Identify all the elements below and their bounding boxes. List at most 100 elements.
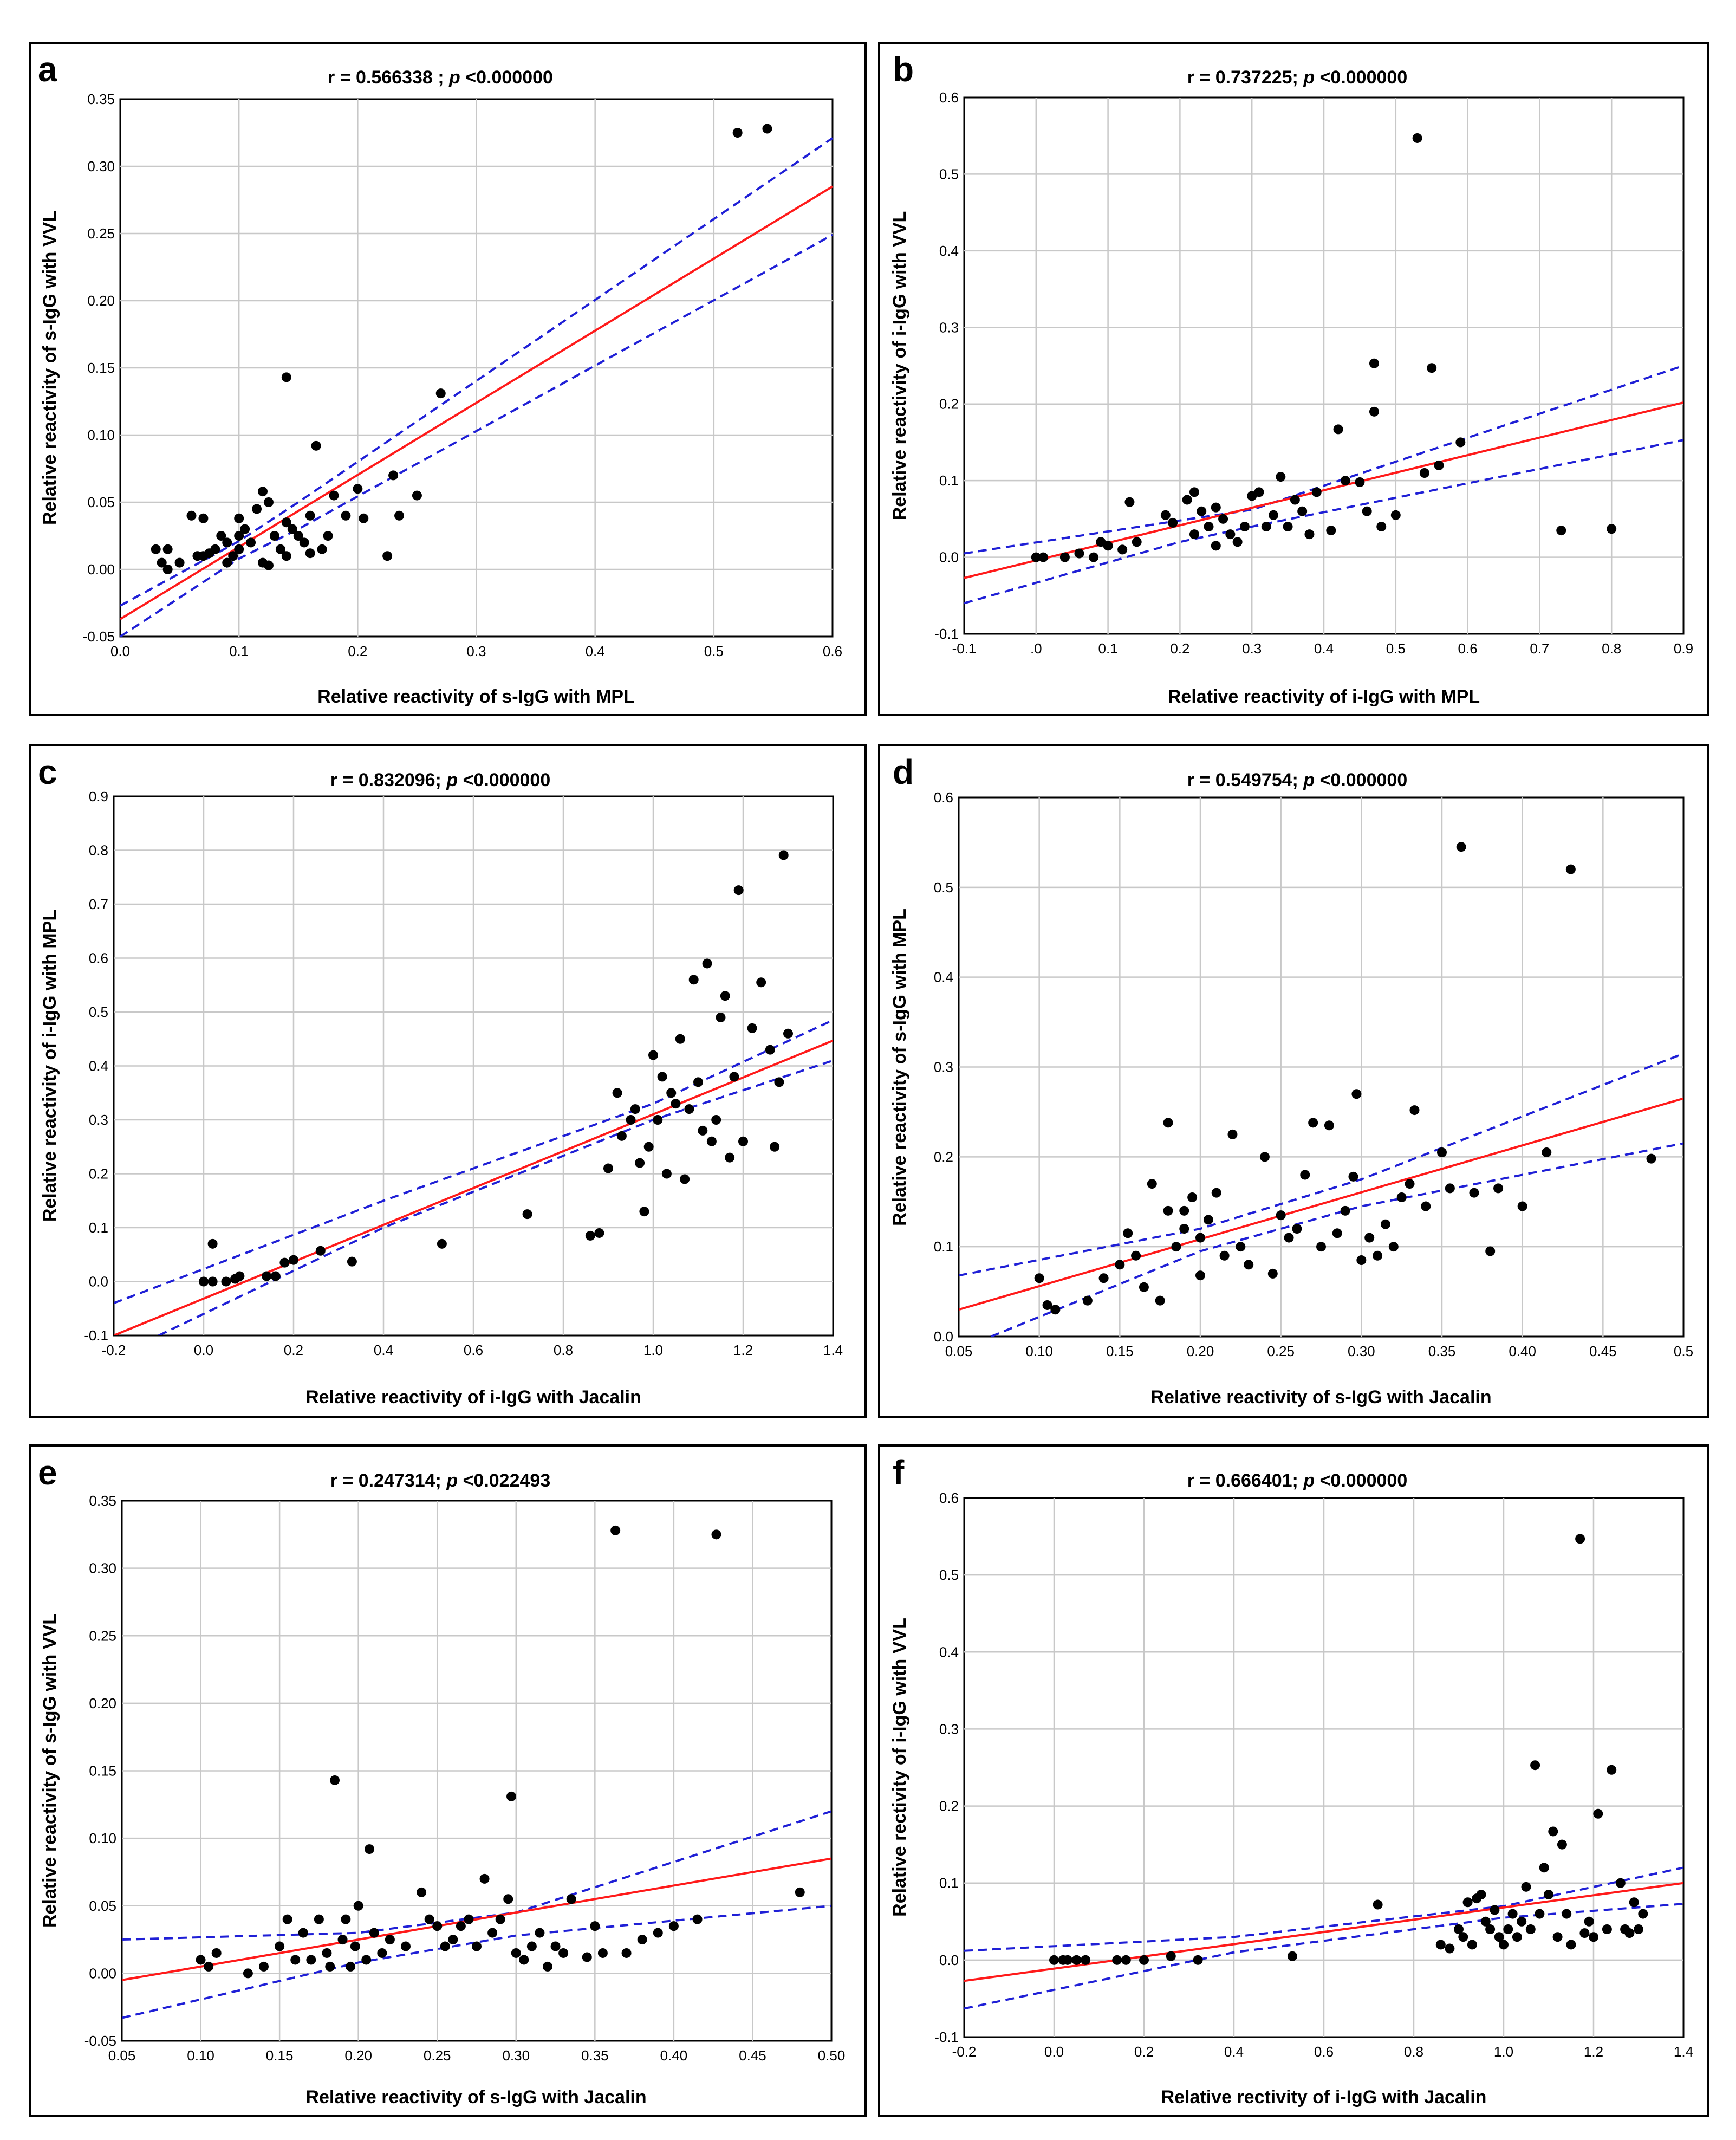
panel-b-data-point: [1556, 526, 1566, 536]
panel-f-data-point: [1575, 1534, 1585, 1544]
panel-c-data-point: [437, 1238, 447, 1249]
panel-d-data-point: [1373, 1250, 1383, 1261]
panel-b-data-point: [1269, 510, 1279, 520]
panel-c-y-tick-label: 0.0: [89, 1274, 108, 1290]
panel-c: c r = 0.832096; p <0.000000 -0.2 0.0 0.2 0.…: [29, 744, 867, 1418]
panel-e-data-point: [795, 1887, 805, 1897]
panel-d-data-point: [1211, 1188, 1221, 1198]
panel-d-data-point: [1517, 1201, 1527, 1211]
panel-c-x-tick-label: 1.0: [643, 1342, 663, 1358]
panel-e-y-tick-label: 0.30: [89, 1560, 116, 1577]
panel-d-data-point: [1437, 1147, 1447, 1158]
panel-e-y-tick-label: 0.00: [89, 1965, 116, 1981]
panel-c-y-tick-label: 0.5: [89, 1004, 108, 1020]
panel-a-plot-area: 0.0 0.1 0.2 0.3 0.4 0.5 0.6 -0.05 0.00 0.05 0.10 0.…: [83, 91, 842, 659]
panel-c-y-tick-label: 0.7: [89, 896, 108, 912]
panel-a-x-tick-label: 0.3: [466, 643, 486, 659]
panel-e-data-point: [668, 1921, 679, 1931]
panel-d-data-point: [1139, 1282, 1149, 1292]
panel-d-data-point: [1244, 1260, 1254, 1270]
panel-e-data-point: [456, 1921, 466, 1931]
panel-c-data-point: [671, 1099, 681, 1109]
panel-d-data-point: [1115, 1260, 1125, 1270]
panel-a-y-tick-label: 0.05: [87, 494, 115, 510]
panel-d-data-point: [1292, 1224, 1302, 1234]
panel-f-data-point: [1166, 1951, 1176, 1961]
panel-c-data-point: [612, 1088, 622, 1098]
panel-b-title: r = 0.737225; p <0.000000: [1187, 67, 1407, 88]
panel-c-data-point: [199, 1276, 209, 1287]
panel-d-data-point: [1195, 1270, 1205, 1281]
panel-d-data-point: [1163, 1205, 1173, 1216]
panel-a-data-point: [388, 470, 399, 481]
panel-f-y-tick-label: 0.3: [939, 1721, 959, 1737]
panel-b-data-point: [1283, 522, 1293, 531]
panel-a-data-point: [281, 517, 291, 528]
panel-f-data-point: [1602, 1924, 1612, 1934]
panel-b-x-tick-label: 0.9: [1674, 640, 1693, 657]
panel-e-data-point: [361, 1955, 372, 1965]
panel-b-y-tick-label: 0.2: [939, 396, 959, 412]
panel-d-data-point: [1445, 1183, 1455, 1194]
panel-e-data-point: [526, 1941, 537, 1951]
panel-c-data-point: [725, 1152, 735, 1163]
panel-d-x-tick-label: 0.15: [1106, 1343, 1134, 1359]
panel-a-y-tick-label: 0.00: [87, 561, 115, 578]
panel-a-data-point: [293, 531, 303, 541]
panel-d-data-point: [1227, 1129, 1238, 1139]
panel-c-x-tick-label: 0.6: [464, 1342, 483, 1358]
panel-a-y-tick-label: -0.05: [83, 628, 115, 645]
panel-d-data-point: [1308, 1118, 1318, 1128]
panel-f-data-point: [1467, 1940, 1477, 1950]
panel-a-x-tick-label: 0.1: [229, 643, 249, 659]
panel-f-x-axis-label: Relative rectivity of i-IgG with Jacalin: [1161, 2087, 1487, 2107]
panel-b-data-point: [1455, 437, 1466, 448]
panel-b-y-tick-label: 0.1: [939, 472, 959, 489]
panel-f-data-point: [1607, 1765, 1617, 1775]
panel-d-data-point: [1123, 1228, 1133, 1238]
panel-a-data-point: [341, 510, 351, 521]
panel-e-x-tick-label: 0.40: [660, 2047, 688, 2064]
panel-d-y-tick-label: 0.6: [934, 789, 953, 806]
panel-e-x-tick-label: 0.50: [818, 2047, 846, 2064]
panel-e-data-point: [306, 1955, 316, 1965]
panel-a-data-point: [394, 510, 405, 521]
panel-c-plot-area: -0.2 0.0 0.2 0.4 0.6 0.8 1.0 1.2 1.4 -0.1 0.0 0.1 0.…: [84, 788, 843, 1358]
panel-f-data-point: [1562, 1909, 1572, 1919]
panel-b-y-tick-label: 0.4: [939, 243, 959, 259]
panel-d-y-tick-label: 0.3: [934, 1059, 953, 1075]
panel-e-x-tick-label: 0.05: [108, 2047, 136, 2064]
panel-e-data-point: [243, 1968, 253, 1979]
panel-a-data-point: [222, 557, 232, 568]
panel-d: d r = 0.549754; p <0.000000 0.05 0.10 0.15…: [878, 744, 1709, 1418]
panel-d-data-point: [1042, 1300, 1052, 1310]
panel-d-data-point: [1300, 1170, 1310, 1180]
panel-f-y-tick-label: 0.4: [939, 1644, 959, 1660]
panel-b-x-tick-label: 0.5: [1386, 640, 1406, 657]
panel-b-data-point: [1074, 548, 1084, 559]
panel-f-ci-lower-line: [964, 1903, 1683, 2010]
panel-f-data-point: [1615, 1878, 1626, 1888]
panel-c-letter: c: [38, 753, 57, 792]
panel-b-data-point: [1218, 514, 1228, 524]
panel-f-y-tick-label: 0.1: [939, 1875, 959, 1891]
panel-e-x-tick-label: 0.30: [502, 2047, 530, 2064]
panel-a-data-point: [263, 497, 274, 507]
panel-c-data-point: [702, 958, 712, 969]
panel-a-data-point: [329, 490, 339, 501]
panel-e-data-point: [325, 1961, 335, 1972]
panel-c-data-point: [716, 1012, 726, 1022]
panel-e-data-point: [487, 1928, 498, 1938]
panel-d-data-point: [1421, 1201, 1431, 1211]
panel-e-data-point: [298, 1928, 308, 1938]
panel-f-data-point: [1517, 1916, 1527, 1927]
panel-e-data-point: [196, 1955, 206, 1965]
panel-a-data-point: [762, 124, 772, 134]
panel-c-x-tick-label: 1.2: [733, 1342, 753, 1358]
panel-e-data-point: [503, 1894, 513, 1904]
panel-b: b r = 0.737225; p <0.000000 -0.1 .0 0.1 0.2…: [878, 42, 1709, 716]
panel-b-data-point: [1211, 502, 1221, 513]
panel-b-data-point: [1297, 506, 1308, 516]
panel-c-data-point: [666, 1088, 677, 1098]
panel-c-y-tick-label: 0.6: [89, 950, 108, 967]
